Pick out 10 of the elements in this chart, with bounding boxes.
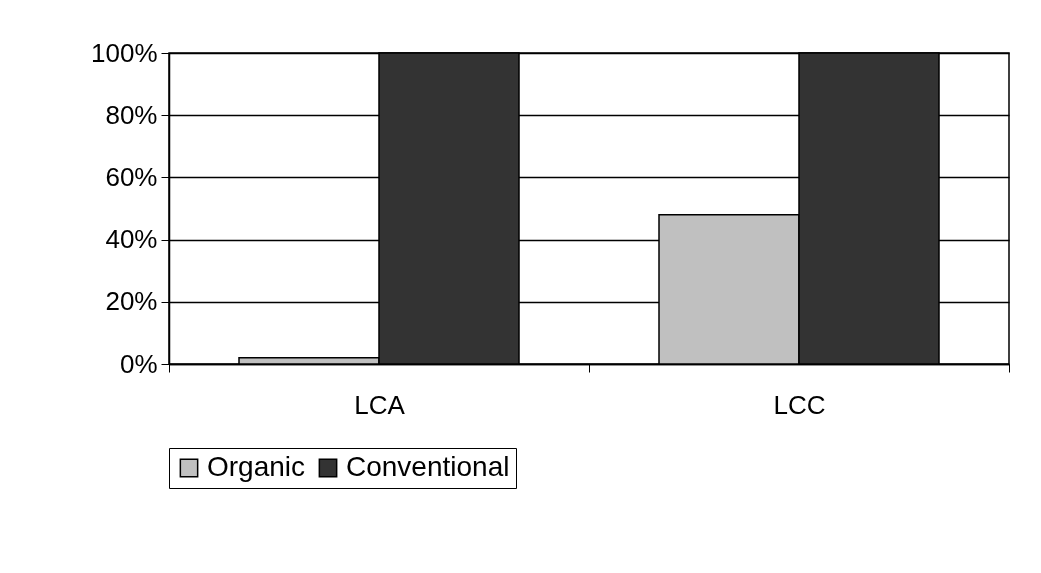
y-tick-label: 20%	[105, 286, 158, 317]
y-tick-label: 40%	[105, 224, 158, 255]
x-tick-label: LCC	[773, 389, 826, 420]
y-tick-label: 100%	[91, 37, 158, 68]
legend-label: Organic	[207, 451, 306, 482]
y-tick-label: 0%	[119, 348, 158, 379]
legend-label: Conventional	[346, 451, 510, 482]
y-tick-label: 80%	[105, 99, 158, 130]
y-tick-label: 60%	[105, 161, 158, 192]
x-tick-label: LCA	[354, 389, 406, 420]
